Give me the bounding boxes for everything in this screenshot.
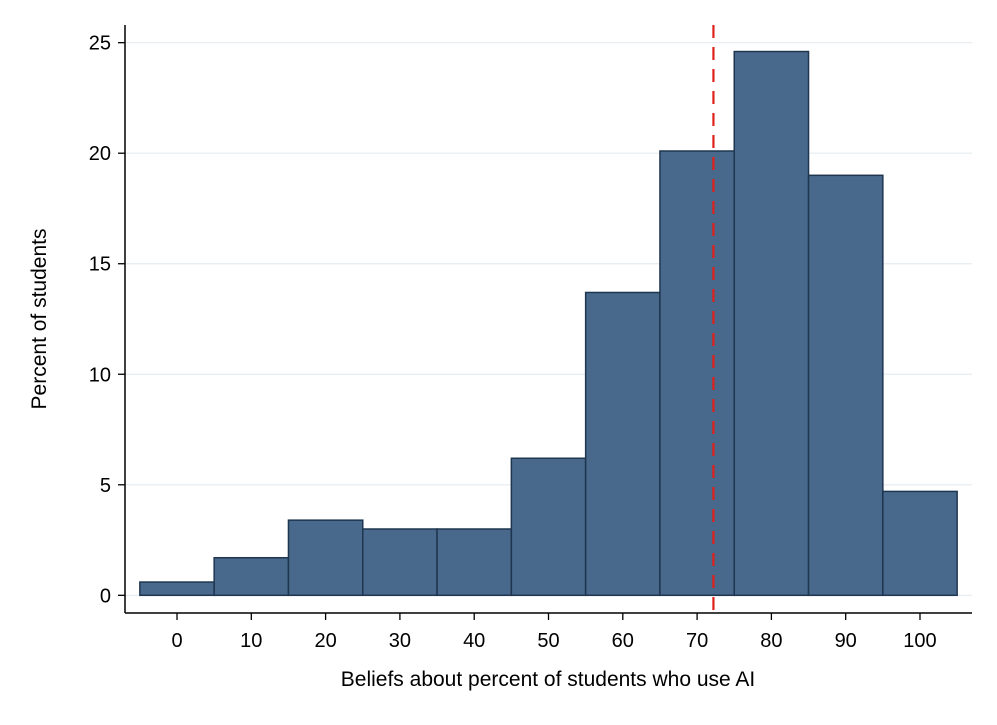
x-tick-label: 80	[760, 630, 782, 652]
bar-30	[362, 528, 438, 597]
bar-0	[139, 581, 215, 597]
bar-40	[436, 528, 513, 597]
x-tick-label: 30	[389, 630, 411, 652]
x-tick-label: 0	[171, 630, 182, 652]
x-tick-label: 40	[463, 630, 485, 652]
bar-100	[882, 490, 958, 597]
x-tick-label: 10	[240, 630, 262, 652]
histogram-bars	[139, 50, 958, 597]
x-ticks: 0 10 20 30 40 50 60 70 80 90 100	[171, 613, 937, 652]
y-tick-label: 20	[89, 143, 111, 165]
bar-60	[584, 291, 661, 597]
x-tick-label: 100	[903, 630, 936, 652]
y-tick-label: 0	[100, 585, 111, 607]
bar-90	[807, 174, 884, 597]
x-tick-label: 60	[612, 630, 634, 652]
y-tick-label: 5	[100, 475, 111, 497]
x-tick-label: 20	[314, 630, 336, 652]
x-tick-label: 90	[835, 630, 857, 652]
x-tick-label: 50	[537, 630, 559, 652]
y-tick-label: 10	[89, 364, 111, 386]
x-tick-label: 70	[686, 630, 708, 652]
y-tick-label: 15	[89, 254, 111, 276]
bar-20	[287, 519, 364, 597]
bar-70	[659, 150, 735, 597]
y-axis-title: Percent of students	[28, 229, 51, 410]
bar-50	[510, 457, 587, 597]
bar-10	[213, 556, 290, 597]
x-axis-title: Beliefs about percent of students who us…	[341, 668, 755, 691]
bar-80	[733, 50, 810, 597]
y-tick-label: 25	[89, 33, 111, 55]
y-ticks: 0 5 10 15 20 25	[89, 33, 125, 607]
